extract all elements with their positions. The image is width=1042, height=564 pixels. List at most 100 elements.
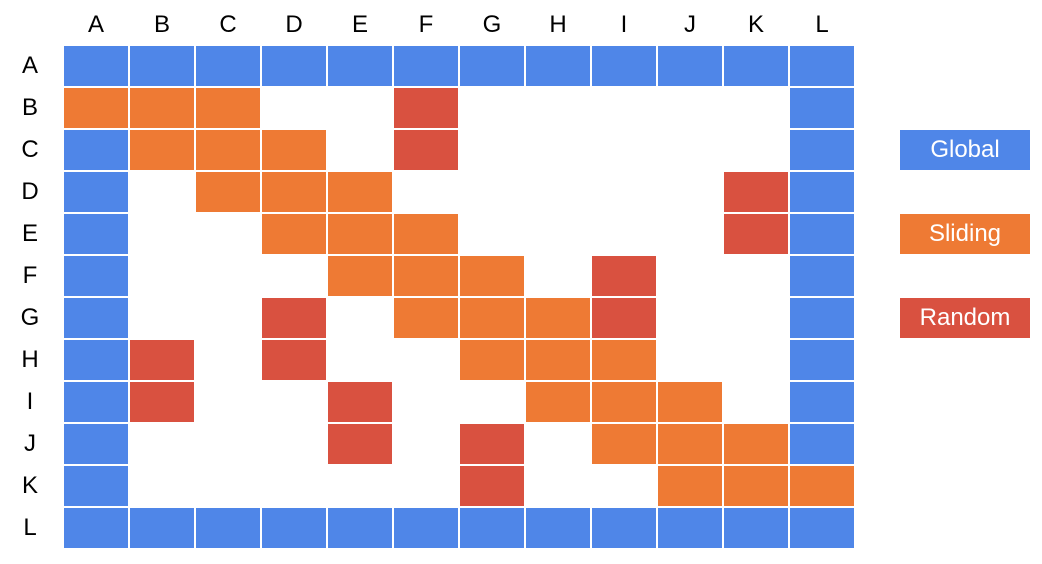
column-label: C: [219, 11, 237, 38]
cell-random: [460, 424, 524, 464]
cell-global: [790, 298, 854, 338]
cell-global: [790, 130, 854, 170]
cell-global: [262, 508, 326, 548]
row-label: A: [21, 52, 38, 79]
cell-global: [328, 508, 392, 548]
cell-random: [130, 382, 194, 422]
cell-global: [328, 46, 392, 86]
cell-global: [790, 340, 854, 380]
cell-global: [790, 424, 854, 464]
cell-global: [460, 508, 524, 548]
cell-global: [130, 508, 194, 548]
row-label: H: [21, 346, 39, 373]
column-label: G: [482, 11, 502, 38]
cell-global: [790, 46, 854, 86]
row-label: C: [21, 136, 39, 163]
column-label: F: [418, 11, 434, 38]
cell-sliding: [130, 130, 194, 170]
cell-global: [394, 46, 458, 86]
cell-global: [64, 172, 128, 212]
cell-sliding: [526, 382, 590, 422]
cell-sliding: [328, 214, 392, 254]
legend-random: Random: [900, 298, 1030, 338]
cell-sliding: [394, 214, 458, 254]
row-label: D: [21, 178, 39, 205]
column-label: L: [815, 11, 829, 38]
column-label: I: [620, 11, 628, 38]
column-label: A: [87, 11, 104, 38]
cell-random: [328, 382, 392, 422]
column-label: B: [153, 11, 170, 38]
row-label: G: [20, 304, 40, 331]
cell-global: [790, 382, 854, 422]
cell-global: [64, 424, 128, 464]
cell-global: [64, 508, 128, 548]
row-label: L: [23, 514, 37, 541]
cell-global: [460, 46, 524, 86]
column-label: D: [285, 11, 303, 38]
cell-global: [64, 46, 128, 86]
row-label: K: [21, 472, 38, 499]
cell-sliding: [658, 382, 722, 422]
legend-sliding: Sliding: [900, 214, 1030, 254]
row-label: I: [26, 388, 34, 415]
cell-global: [394, 508, 458, 548]
cell-global: [64, 256, 128, 296]
column-label: J: [684, 11, 696, 38]
cell-sliding: [196, 172, 260, 212]
row-label: J: [24, 430, 36, 457]
cell-global: [658, 46, 722, 86]
column-label: H: [549, 11, 567, 38]
legend-global: Global: [900, 130, 1030, 170]
row-label: E: [21, 220, 38, 247]
cell-global: [64, 130, 128, 170]
cell-sliding: [724, 424, 788, 464]
cell-global: [658, 508, 722, 548]
cell-global: [790, 214, 854, 254]
cell-random: [724, 214, 788, 254]
cell-sliding: [262, 214, 326, 254]
cell-sliding: [196, 130, 260, 170]
cell-global: [196, 508, 260, 548]
cell-global: [724, 508, 788, 548]
cell-sliding: [460, 340, 524, 380]
cell-global: [196, 46, 260, 86]
cell-global: [130, 46, 194, 86]
cell-random: [592, 298, 656, 338]
cell-sliding: [64, 88, 128, 128]
cell-sliding: [592, 382, 656, 422]
cell-sliding: [394, 298, 458, 338]
cell-global: [790, 508, 854, 548]
cell-random: [262, 298, 326, 338]
cell-random: [130, 340, 194, 380]
cell-global: [790, 88, 854, 128]
cell-global: [526, 46, 590, 86]
cell-global: [64, 214, 128, 254]
cell-sliding: [592, 340, 656, 380]
cell-global: [64, 340, 128, 380]
cell-sliding: [592, 424, 656, 464]
cell-global: [790, 256, 854, 296]
cell-sliding: [394, 256, 458, 296]
cell-sliding: [790, 466, 854, 506]
cell-sliding: [658, 424, 722, 464]
cell-sliding: [526, 298, 590, 338]
cell-sliding: [460, 256, 524, 296]
cell-sliding: [658, 466, 722, 506]
cell-global: [526, 508, 590, 548]
cell-global: [64, 466, 128, 506]
cell-global: [790, 172, 854, 212]
cell-random: [394, 88, 458, 128]
cell-global: [592, 508, 656, 548]
cell-random: [394, 130, 458, 170]
row-label: F: [22, 262, 38, 289]
cell-random: [328, 424, 392, 464]
cell-global: [262, 46, 326, 86]
cell-sliding: [526, 340, 590, 380]
cell-random: [724, 172, 788, 212]
cell-sliding: [262, 172, 326, 212]
cell-global: [64, 298, 128, 338]
cell-global: [64, 382, 128, 422]
cell-random: [262, 340, 326, 380]
row-label: B: [21, 94, 38, 121]
